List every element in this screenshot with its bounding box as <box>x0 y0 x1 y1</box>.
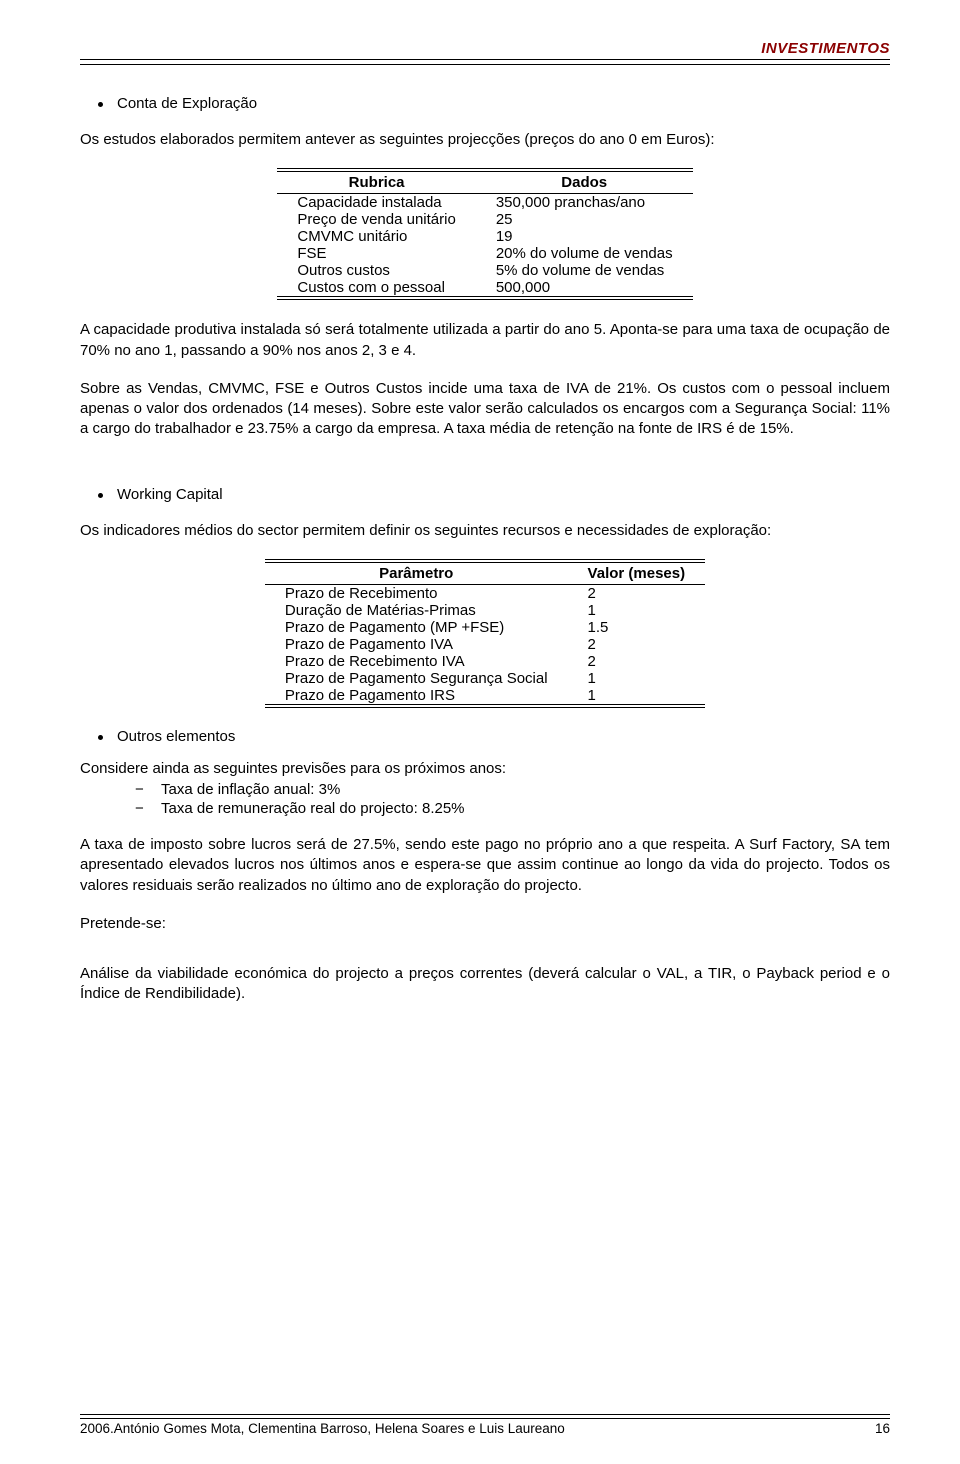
footer-rule <box>80 1414 890 1419</box>
rubrica-table: Rubrica Dados Capacidade instalada350,00… <box>277 168 692 300</box>
bullet-icon <box>98 102 103 107</box>
table-row: FSE20% do volume de vendas <box>277 245 692 262</box>
section3-intro: Considere ainda as seguintes previsões p… <box>80 759 890 779</box>
section3-p1: A taxa de imposto sobre lucros será de 2… <box>80 835 890 896</box>
cell: 1.5 <box>568 619 706 636</box>
header-title: INVESTIMENTOS <box>80 40 890 59</box>
cell: Prazo de Pagamento (MP +FSE) <box>265 619 568 636</box>
cell: 2 <box>568 584 706 602</box>
dash-label: Taxa de inflação anual: 3% <box>161 781 340 798</box>
table-row: Prazo de Pagamento (MP +FSE)1.5 <box>265 619 705 636</box>
cell: 25 <box>476 211 693 228</box>
bullet-outros-elementos: Outros elementos <box>98 728 890 745</box>
dash-icon: − <box>135 800 145 817</box>
cell: 19 <box>476 228 693 245</box>
cell: 350,000 pranchas/ano <box>476 194 693 212</box>
table-row: Prazo de Pagamento IRS1 <box>265 687 705 706</box>
cell: Custos com o pessoal <box>277 279 475 298</box>
cell: Capacidade instalada <box>277 194 475 212</box>
table-header: Valor (meses) <box>568 561 706 585</box>
bullet-label: Outros elementos <box>117 728 235 745</box>
dash-label: Taxa de remuneração real do projecto: 8.… <box>161 800 465 817</box>
cell: FSE <box>277 245 475 262</box>
footer-page-number: 16 <box>875 1421 890 1436</box>
section1-p1: A capacidade produtiva instalada só será… <box>80 320 890 361</box>
bullet-icon <box>98 735 103 740</box>
dash-icon: − <box>135 781 145 798</box>
cell: 2 <box>568 636 706 653</box>
table-header: Dados <box>476 170 693 194</box>
cell: Prazo de Pagamento IRS <box>265 687 568 706</box>
cell: Prazo de Recebimento IVA <box>265 653 568 670</box>
page: INVESTIMENTOS Conta de Exploração Os est… <box>0 0 960 1464</box>
footer-left: 2006.António Gomes Mota, Clementina Barr… <box>80 1421 565 1436</box>
table-row: Prazo de Pagamento Segurança Social1 <box>265 670 705 687</box>
cell: Prazo de Recebimento <box>265 584 568 602</box>
table-row: Outros custos5% do volume de vendas <box>277 262 692 279</box>
cell: CMVMC unitário <box>277 228 475 245</box>
bullet-label: Working Capital <box>117 486 223 503</box>
dash-item: − Taxa de inflação anual: 3% <box>135 781 890 798</box>
cell: 2 <box>568 653 706 670</box>
table-row: Prazo de Recebimento2 <box>265 584 705 602</box>
bullet-icon <box>98 493 103 498</box>
cell: Preço de venda unitário <box>277 211 475 228</box>
table-row: Custos com o pessoal500,000 <box>277 279 692 298</box>
cell: Outros custos <box>277 262 475 279</box>
table-header: Parâmetro <box>265 561 568 585</box>
table-header: Rubrica <box>277 170 475 194</box>
bullet-working-capital: Working Capital <box>98 486 890 503</box>
section3-p3: Análise da viabilidade económica do proj… <box>80 964 890 1005</box>
cell: Prazo de Pagamento IVA <box>265 636 568 653</box>
cell: 20% do volume de vendas <box>476 245 693 262</box>
table-row: Capacidade instalada350,000 pranchas/ano <box>277 194 692 212</box>
cell: 1 <box>568 687 706 706</box>
table-row: Prazo de Pagamento IVA2 <box>265 636 705 653</box>
section1-p2: Sobre as Vendas, CMVMC, FSE e Outros Cus… <box>80 379 890 440</box>
table-row: Preço de venda unitário25 <box>277 211 692 228</box>
section2-intro: Os indicadores médios do sector permitem… <box>80 521 890 541</box>
cell: 5% do volume de vendas <box>476 262 693 279</box>
parametro-table: Parâmetro Valor (meses) Prazo de Recebim… <box>265 559 705 708</box>
dash-item: − Taxa de remuneração real do projecto: … <box>135 800 890 817</box>
table-row: Prazo de Recebimento IVA2 <box>265 653 705 670</box>
cell: Duração de Matérias-Primas <box>265 602 568 619</box>
bullet-label: Conta de Exploração <box>117 95 257 112</box>
cell: 500,000 <box>476 279 693 298</box>
header-rule <box>80 59 890 65</box>
cell: 1 <box>568 602 706 619</box>
cell: Prazo de Pagamento Segurança Social <box>265 670 568 687</box>
bullet-conta-exploracao: Conta de Exploração <box>98 95 890 112</box>
table-row: CMVMC unitário19 <box>277 228 692 245</box>
cell: 1 <box>568 670 706 687</box>
table-row: Duração de Matérias-Primas1 <box>265 602 705 619</box>
section1-intro: Os estudos elaborados permitem antever a… <box>80 130 890 150</box>
section3-pretende: Pretende-se: <box>80 914 890 934</box>
footer: 2006.António Gomes Mota, Clementina Barr… <box>80 1414 890 1436</box>
